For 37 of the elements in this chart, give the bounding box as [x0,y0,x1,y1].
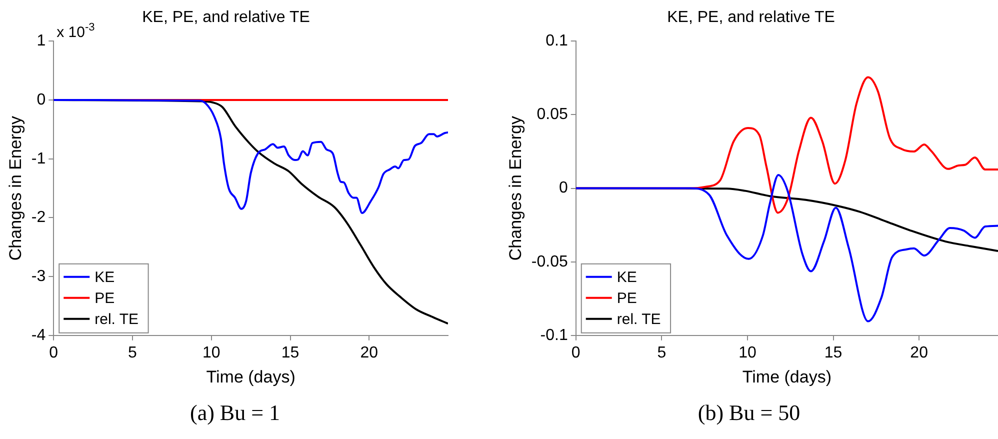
x-tick-label: 10 [738,344,756,362]
x-tick-label: 5 [657,344,666,362]
legend-label: KE [616,269,637,286]
y-tick-label: -3 [31,268,46,285]
line-series [54,99,448,214]
x-axis-title: Time (days) [206,367,296,386]
x-tick-label: 15 [281,344,300,362]
legend-label: rel. TE [616,311,661,328]
y-tick-label: -2 [31,209,46,226]
y-axis-title: Changes in Energy [506,116,525,261]
y-tick-label: -1 [31,150,46,168]
legend-label: PE [94,290,115,308]
x-axis-title: Time (days) [742,367,832,386]
y-tick-label: -0.05 [531,253,568,270]
y-tick-label: 0.1 [546,32,568,50]
legend-label: rel. TE [94,311,139,328]
legend-label: KE [94,269,115,286]
y-tick-label: -4 [31,326,46,344]
y-tick-label: 0 [558,180,568,197]
x-tick-label: 0 [49,344,58,362]
y-tick-label: 0 [36,91,46,108]
x-tick-label: 20 [910,344,928,362]
y-tick-label: 0.05 [536,106,568,124]
x-tick-label: 5 [128,344,138,362]
y-tick-label: 1 [36,32,46,50]
y-tick-label: -0.1 [540,326,568,344]
x-tick-label: 20 [360,344,378,362]
text: (a) Bu = 1 [189,400,281,426]
text: (b) Bu = 50 [696,400,802,426]
x-tick-label: 15 [824,344,842,362]
x-tick-label: 10 [202,344,220,362]
chart-title: KE, PE, and relative TE [667,9,835,26]
line-series [576,174,998,322]
y-axis-title: Changes in Energy [6,116,25,261]
legend-label: PE [616,290,637,308]
chart-title: KE, PE, and relative TE [142,9,310,26]
x-tick-label: 0 [571,344,580,362]
